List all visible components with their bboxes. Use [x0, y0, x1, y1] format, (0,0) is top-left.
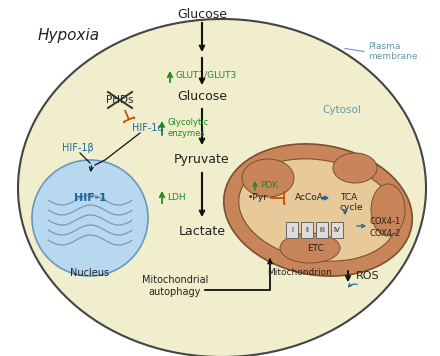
- FancyBboxPatch shape: [286, 222, 298, 238]
- Text: Pyruvate: Pyruvate: [174, 153, 230, 166]
- Text: AcCoA: AcCoA: [295, 194, 324, 203]
- Text: PDK: PDK: [260, 180, 278, 189]
- Ellipse shape: [333, 153, 377, 183]
- Text: Mitochondrion: Mitochondrion: [268, 268, 333, 277]
- Ellipse shape: [224, 144, 412, 276]
- Text: GLUT1/GLUT3: GLUT1/GLUT3: [175, 70, 236, 79]
- Text: I: I: [291, 227, 293, 233]
- Circle shape: [32, 160, 148, 276]
- Text: HIF-1α: HIF-1α: [132, 123, 164, 133]
- Text: II: II: [305, 227, 309, 233]
- Text: •Pyr: •Pyr: [248, 194, 268, 203]
- Text: III: III: [319, 227, 325, 233]
- Text: Cytosol: Cytosol: [323, 105, 361, 115]
- Ellipse shape: [242, 159, 294, 197]
- Ellipse shape: [18, 19, 426, 356]
- Text: IV: IV: [334, 227, 341, 233]
- Text: HIF-1β: HIF-1β: [62, 143, 94, 153]
- Text: Nucleus: Nucleus: [70, 268, 110, 278]
- FancyBboxPatch shape: [301, 222, 313, 238]
- FancyBboxPatch shape: [316, 222, 328, 238]
- Text: Lactate: Lactate: [179, 225, 226, 238]
- Ellipse shape: [280, 233, 340, 263]
- Text: Glucose: Glucose: [177, 8, 227, 21]
- Text: ROS: ROS: [356, 271, 380, 281]
- Text: Mitochondrial
autophagy: Mitochondrial autophagy: [142, 275, 208, 297]
- Text: Glycolytic
enzymes: Glycolytic enzymes: [167, 118, 208, 138]
- Text: HIF-1: HIF-1: [73, 193, 106, 203]
- Ellipse shape: [371, 184, 405, 236]
- Text: TCA
cycle: TCA cycle: [340, 193, 363, 213]
- Text: Hypoxia: Hypoxia: [38, 28, 100, 43]
- Text: PHDs: PHDs: [106, 95, 134, 105]
- Ellipse shape: [239, 159, 397, 261]
- Text: COX4-2: COX4-2: [370, 229, 401, 237]
- Text: Plasma
membrane: Plasma membrane: [368, 42, 418, 61]
- Text: ETC: ETC: [307, 244, 323, 253]
- Text: COX4-1: COX4-1: [370, 218, 401, 226]
- Text: LDH: LDH: [167, 193, 186, 201]
- Text: Glucose: Glucose: [177, 90, 227, 103]
- FancyBboxPatch shape: [331, 222, 343, 238]
